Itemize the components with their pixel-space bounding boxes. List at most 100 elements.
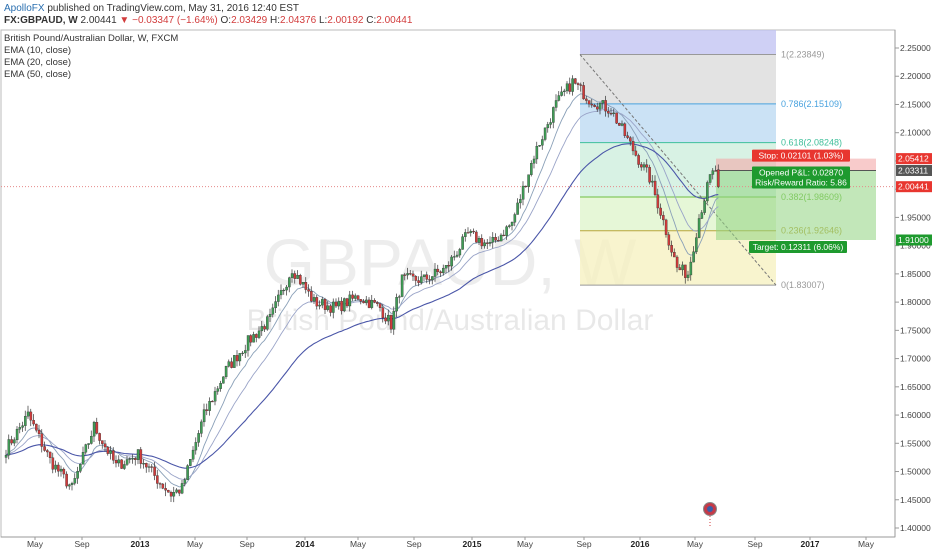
candle-body[interactable] bbox=[153, 466, 156, 476]
candle-body[interactable] bbox=[417, 280, 420, 283]
candle-body[interactable] bbox=[307, 289, 310, 292]
candle-body[interactable] bbox=[62, 468, 66, 475]
candle-body[interactable] bbox=[252, 334, 255, 343]
candle-body[interactable] bbox=[208, 401, 211, 411]
candle-body[interactable] bbox=[172, 492, 176, 497]
candle-body[interactable] bbox=[670, 245, 673, 253]
candle-body[interactable] bbox=[376, 302, 379, 304]
candle-body[interactable] bbox=[604, 100, 607, 112]
candle-body[interactable] bbox=[711, 170, 715, 175]
candle-body[interactable] bbox=[21, 425, 24, 428]
candle-body[interactable] bbox=[631, 141, 635, 152]
candle-body[interactable] bbox=[65, 473, 68, 487]
candle-body[interactable] bbox=[246, 335, 250, 351]
candle-body[interactable] bbox=[112, 450, 115, 461]
candle-body[interactable] bbox=[87, 443, 90, 445]
candle-body[interactable] bbox=[486, 242, 489, 244]
candle-body[interactable] bbox=[431, 276, 434, 281]
candle-body[interactable] bbox=[227, 361, 231, 367]
ema-line-50[interactable] bbox=[5, 143, 719, 469]
candle-body[interactable] bbox=[241, 352, 244, 354]
candle-body[interactable] bbox=[356, 295, 360, 300]
candle-body[interactable] bbox=[106, 446, 110, 454]
candle-body[interactable] bbox=[708, 174, 712, 183]
candle-body[interactable] bbox=[425, 274, 429, 280]
candle-body[interactable] bbox=[384, 317, 387, 322]
candle-body[interactable] bbox=[255, 334, 258, 338]
candle-body[interactable] bbox=[524, 185, 528, 188]
candle-body[interactable] bbox=[296, 275, 299, 279]
candle-body[interactable] bbox=[29, 411, 33, 421]
candle-body[interactable] bbox=[557, 95, 561, 101]
candle-body[interactable] bbox=[642, 164, 646, 168]
candle-body[interactable] bbox=[76, 470, 79, 479]
candle-body[interactable] bbox=[403, 274, 407, 276]
candle-body[interactable] bbox=[601, 100, 605, 104]
candle-body[interactable] bbox=[147, 466, 151, 468]
candle-body[interactable] bbox=[79, 464, 82, 472]
candle-body[interactable] bbox=[538, 145, 541, 147]
candle-body[interactable] bbox=[202, 409, 206, 423]
candle-body[interactable] bbox=[136, 449, 140, 460]
candle-body[interactable] bbox=[420, 276, 423, 283]
candle-body[interactable] bbox=[609, 113, 613, 115]
candle-body[interactable] bbox=[123, 464, 126, 469]
candle-body[interactable] bbox=[662, 215, 665, 221]
candle-body[interactable] bbox=[40, 433, 44, 447]
candle-body[interactable] bbox=[326, 305, 330, 310]
candle-body[interactable] bbox=[521, 185, 525, 200]
candle-body[interactable] bbox=[560, 91, 563, 96]
candle-body[interactable] bbox=[428, 279, 431, 281]
candle-body[interactable] bbox=[370, 300, 374, 308]
candle-body[interactable] bbox=[4, 454, 8, 458]
candle-body[interactable] bbox=[587, 100, 591, 105]
candle-body[interactable] bbox=[334, 301, 338, 307]
candle-body[interactable] bbox=[458, 249, 462, 256]
candle-body[interactable] bbox=[409, 273, 412, 275]
candle-body[interactable] bbox=[95, 421, 99, 434]
candle-body[interactable] bbox=[414, 276, 418, 281]
candle-body[interactable] bbox=[257, 330, 261, 338]
candle-body[interactable] bbox=[634, 150, 638, 156]
candle-body[interactable] bbox=[167, 489, 170, 493]
candle-body[interactable] bbox=[389, 315, 393, 330]
candle-body[interactable] bbox=[109, 450, 112, 454]
candle-body[interactable] bbox=[508, 225, 511, 227]
candle-body[interactable] bbox=[543, 127, 547, 140]
candle-body[interactable] bbox=[54, 464, 57, 470]
candle-body[interactable] bbox=[191, 449, 195, 460]
study-ema20[interactable]: EMA (20, close) bbox=[4, 57, 71, 68]
candle-body[interactable] bbox=[128, 458, 132, 460]
candle-body[interactable] bbox=[645, 164, 649, 168]
candle-body[interactable] bbox=[695, 237, 698, 252]
candle-body[interactable] bbox=[216, 388, 220, 392]
candle-body[interactable] bbox=[480, 238, 484, 247]
candle-body[interactable] bbox=[598, 102, 602, 110]
candle-body[interactable] bbox=[10, 439, 13, 444]
candle-body[interactable] bbox=[194, 442, 198, 451]
candle-body[interactable] bbox=[285, 286, 288, 291]
candle-body[interactable] bbox=[205, 409, 209, 411]
candle-body[interactable] bbox=[568, 83, 572, 92]
ema-line-20[interactable] bbox=[5, 109, 719, 480]
candle-body[interactable] bbox=[706, 182, 709, 202]
candle-body[interactable] bbox=[26, 411, 30, 417]
candle-body[interactable] bbox=[505, 226, 508, 236]
candle-body[interactable] bbox=[51, 457, 55, 470]
candle-body[interactable] bbox=[472, 230, 475, 233]
candle-body[interactable] bbox=[497, 240, 500, 242]
candle-body[interactable] bbox=[293, 273, 297, 279]
candle-body[interactable] bbox=[689, 261, 693, 276]
candle-body[interactable] bbox=[475, 231, 478, 243]
candle-body[interactable] bbox=[150, 466, 154, 468]
candle-body[interactable] bbox=[571, 78, 574, 92]
stop-zone[interactable] bbox=[716, 158, 876, 171]
candle-body[interactable] bbox=[161, 483, 165, 489]
candle-body[interactable] bbox=[84, 444, 88, 453]
candle-body[interactable] bbox=[321, 299, 324, 306]
candle-body[interactable] bbox=[279, 290, 283, 296]
candle-body[interactable] bbox=[502, 234, 506, 236]
candle-body[interactable] bbox=[158, 483, 162, 485]
candle-body[interactable] bbox=[367, 299, 371, 308]
candle-body[interactable] bbox=[268, 314, 272, 317]
